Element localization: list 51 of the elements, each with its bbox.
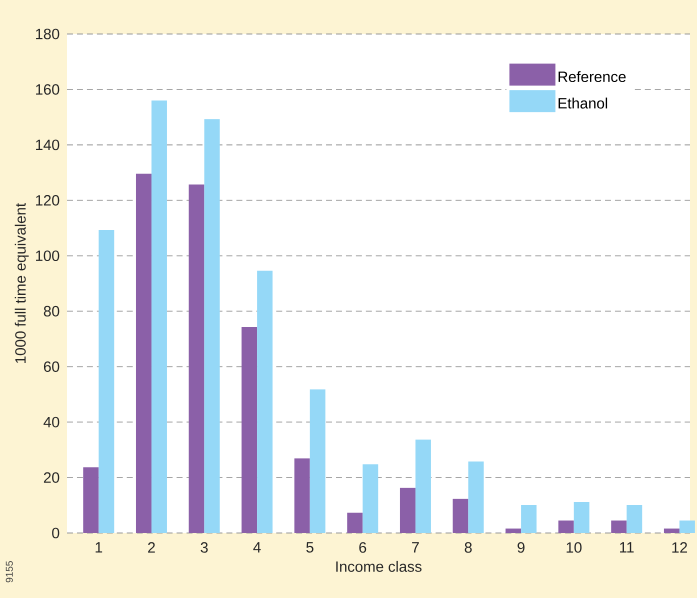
bar	[558, 520, 574, 533]
x-tick-label: 3	[200, 542, 208, 553]
bar	[506, 528, 522, 533]
x-tick-label: 8	[464, 542, 472, 553]
y-tick-label: 0	[52, 528, 60, 538]
bar	[151, 100, 167, 533]
bar	[574, 502, 590, 533]
bar	[679, 520, 695, 533]
bar	[204, 119, 220, 533]
bar	[242, 327, 258, 533]
x-tick-label: 6	[359, 542, 366, 553]
bar	[294, 458, 310, 533]
bar	[468, 461, 484, 533]
legend-label: Ethanol	[558, 98, 608, 109]
x-tick-label: 12	[672, 542, 688, 553]
bar	[188, 184, 204, 533]
y-tick-label: 20	[44, 472, 60, 483]
x-tick-label: 4	[253, 542, 261, 552]
x-tick-label: 10	[566, 542, 582, 553]
bar	[626, 505, 642, 533]
x-tick-label: 11	[620, 542, 634, 552]
y-tick-label: 160	[36, 84, 60, 95]
bar	[521, 505, 537, 533]
x-axis-title: Income class	[336, 560, 422, 572]
bar	[362, 464, 378, 533]
y-tick-label: 100	[36, 250, 60, 262]
bar	[83, 467, 99, 533]
bar	[664, 528, 680, 533]
bar	[98, 230, 114, 533]
x-tick-label: 5	[306, 542, 314, 553]
bar	[400, 488, 416, 533]
bar	[347, 512, 363, 533]
y-tick-label: 60	[44, 361, 60, 372]
x-tick-label: 9	[518, 542, 524, 553]
x-tick-label: 7	[412, 542, 419, 552]
y-tick-label: 40	[44, 416, 60, 428]
y-tick-label: 140	[36, 140, 60, 150]
bar	[452, 498, 468, 533]
y-axis-title: 1000 full time equivalent	[14, 203, 29, 363]
bar	[310, 389, 326, 533]
legend-label: Reference	[558, 71, 626, 82]
text: 9155	[6, 561, 13, 582]
bar	[136, 174, 152, 533]
y-tick-label: 80	[44, 306, 60, 317]
x-tick-label: 2	[148, 542, 155, 553]
bar	[611, 520, 627, 533]
y-tick-label: 120	[36, 195, 60, 206]
y-tick-label: 180	[36, 28, 60, 40]
bar	[415, 440, 431, 533]
x-tick-label: 1	[96, 542, 102, 552]
bar	[257, 270, 273, 533]
